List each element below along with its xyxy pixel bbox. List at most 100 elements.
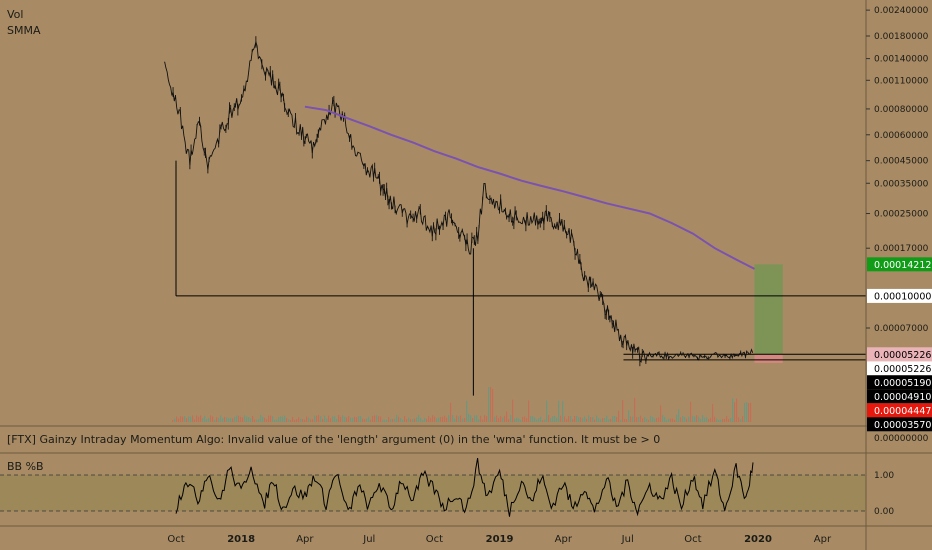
volume-bar	[232, 418, 234, 422]
volume-bar	[278, 416, 280, 422]
volume-bar	[596, 415, 598, 422]
price-axis[interactable]: 0.00240000 0.00180000 0.00140000 0.00110000…	[866, 6, 932, 517]
volume-bar	[190, 416, 192, 422]
volume-bar	[618, 410, 620, 422]
volume-bar	[378, 416, 380, 422]
volume-bar	[482, 419, 484, 422]
time-axis-tick-label: Oct	[426, 534, 443, 545]
price-label-text: 0.00010000	[874, 291, 931, 302]
volume-bar	[434, 416, 436, 422]
volume-bar	[370, 419, 372, 422]
price-label-box-black[interactable]	[867, 417, 932, 432]
price-label-box-black[interactable]	[867, 389, 932, 404]
volume-bar	[544, 419, 546, 422]
volume-bar	[592, 417, 594, 422]
price-label-text: 0.00004447	[874, 406, 931, 417]
volume-bar	[514, 418, 516, 422]
volume-bar	[588, 415, 590, 422]
volume-bar	[698, 416, 700, 422]
volume-bar	[476, 415, 478, 422]
price-label-box-green[interactable]	[867, 257, 932, 272]
volume-bar	[342, 415, 344, 422]
price-label-box-white[interactable]	[867, 288, 932, 303]
volume-bar	[750, 402, 752, 422]
drawn-lines	[175, 160, 866, 396]
volume-bar	[524, 416, 526, 422]
volume-bar	[350, 417, 352, 422]
volume-bar	[492, 388, 494, 422]
price-axis-tick-label: 0.00060000	[874, 131, 929, 141]
volume-bar	[702, 415, 704, 422]
price-label-box-white[interactable]	[867, 361, 932, 376]
time-axis-tick-label: Oct	[167, 534, 184, 545]
volume-bar	[284, 415, 286, 422]
volume-bar	[712, 404, 714, 422]
volume-bar	[402, 419, 404, 422]
volume-bar	[218, 417, 220, 422]
volume-bar	[238, 415, 240, 422]
volume-bar	[254, 419, 256, 422]
price-label-box-black[interactable]	[867, 375, 932, 390]
volume-axis-label: 0.00000000	[874, 434, 929, 444]
volume-bar	[594, 419, 596, 422]
price-label-box-pink[interactable]	[867, 347, 932, 362]
volume-bar	[560, 415, 562, 422]
position-zone-stop[interactable]	[754, 354, 783, 363]
volume-bar	[550, 417, 552, 422]
position-zone-target[interactable]	[754, 264, 783, 355]
volume-bar	[404, 416, 406, 422]
volume-bar	[724, 418, 726, 422]
price-label-box-red[interactable]	[867, 403, 932, 418]
volume-bar	[450, 402, 452, 422]
volume-bar	[534, 417, 536, 422]
volume-bar	[388, 417, 390, 422]
volume-bar	[330, 418, 332, 422]
legend-smma[interactable]: SMMA	[7, 24, 41, 37]
volume-bar	[248, 417, 250, 422]
volume-bar	[612, 416, 614, 422]
volume-bar	[682, 416, 684, 422]
volume-bar	[298, 417, 300, 422]
volume-bar	[452, 415, 454, 422]
price-axis-tick-label: 0.00140000	[874, 55, 929, 65]
volume-bar	[504, 415, 506, 422]
smma-line[interactable]	[304, 105, 755, 270]
volume-bar	[744, 402, 746, 422]
volume-bar	[416, 417, 418, 422]
volume-bar	[578, 417, 580, 422]
volume-bar	[472, 418, 474, 422]
volume-bar	[336, 419, 338, 422]
volume-bar	[250, 418, 252, 422]
volume-bar	[522, 416, 524, 422]
volume-bar	[518, 418, 520, 422]
volume-bar	[204, 415, 206, 422]
time-axis[interactable]: Oct 2018 Apr Jul Oct 2019 Apr Jul Oct 2020 Apr	[167, 534, 832, 545]
volume-bar	[432, 415, 434, 422]
bb-pane-title[interactable]: BB %B	[7, 460, 44, 473]
volume-bar	[394, 418, 396, 422]
volume-bar	[292, 416, 294, 422]
volume-bar	[466, 400, 468, 422]
volume-bar	[296, 419, 298, 422]
volume-bar	[314, 415, 316, 422]
volume-bar	[226, 417, 228, 422]
volume-bar	[552, 416, 554, 422]
volume-bar	[354, 416, 356, 422]
price-line[interactable]	[164, 40, 754, 363]
bb-percent-line[interactable]	[175, 458, 754, 517]
volume-bar	[448, 415, 450, 422]
volume-bar	[192, 415, 194, 422]
price-axis-tick-label: 0.00017000	[874, 244, 929, 254]
time-axis-tick-label: Apr	[296, 534, 314, 545]
volume-bar	[188, 416, 190, 422]
price-axis-tick-label: 0.00110000	[874, 76, 929, 86]
volume-bar	[726, 416, 728, 422]
volume-bar	[636, 417, 638, 422]
volume-bar	[558, 400, 560, 422]
volume-bar	[212, 416, 214, 422]
volume-bar	[708, 418, 710, 422]
volume-bar	[616, 416, 618, 422]
volume-bar	[584, 416, 586, 422]
legend-vol[interactable]: Vol	[7, 8, 23, 21]
